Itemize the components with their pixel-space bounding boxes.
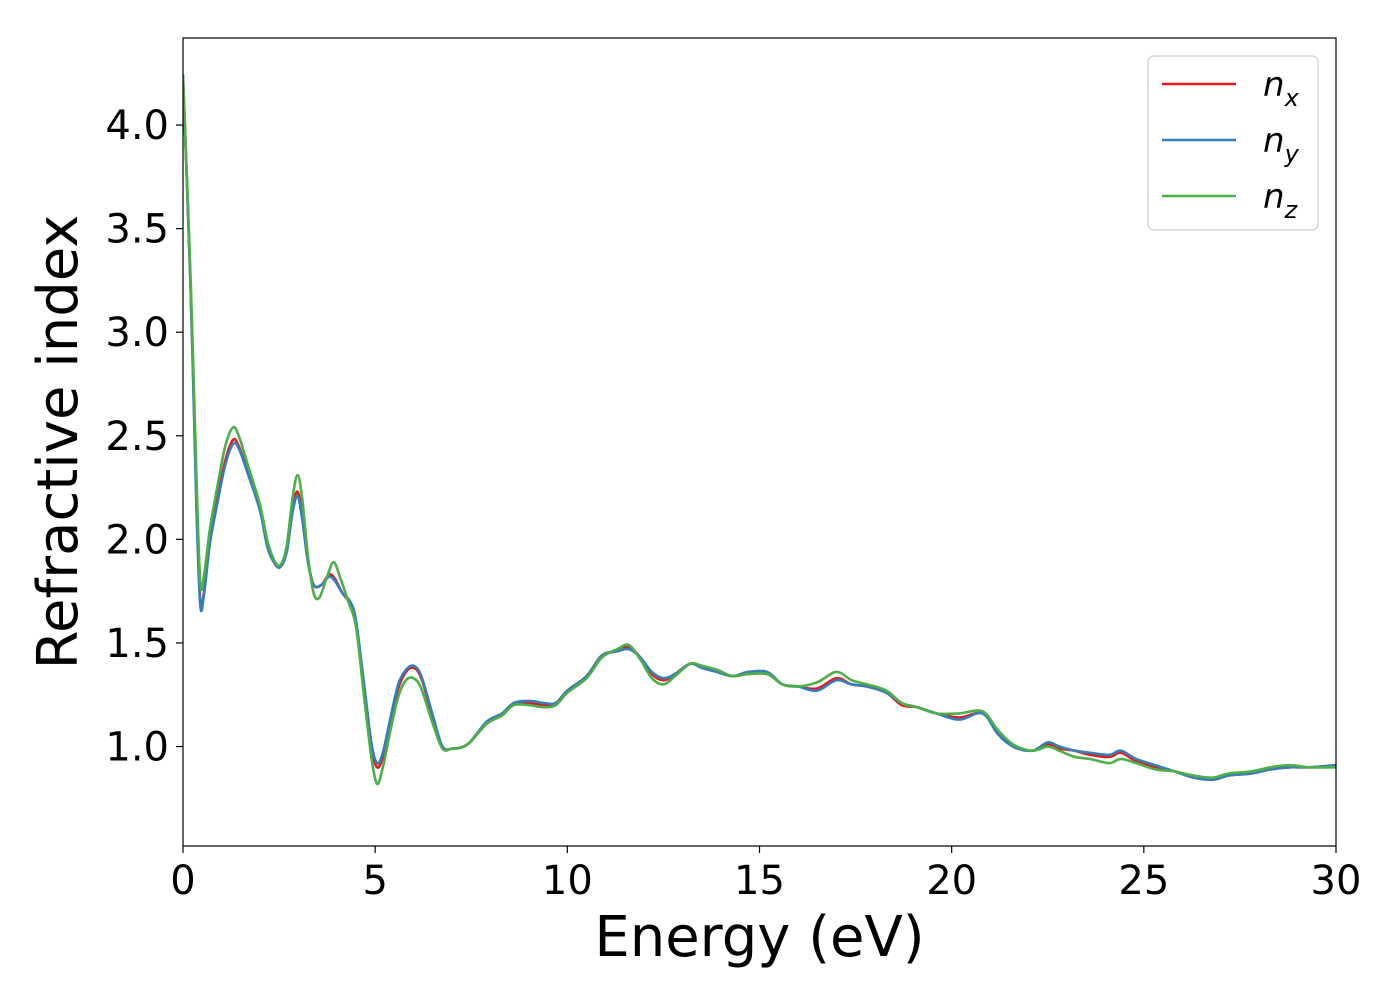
legend-label-base: n — [1263, 177, 1285, 217]
y-tick-label: 1.5 — [105, 621, 169, 667]
x-tick-label: 20 — [926, 858, 977, 904]
y-tick-label: 3.0 — [105, 310, 169, 356]
y-tick-label: 3.5 — [105, 207, 169, 253]
y-axis: 1.0 1.5 2.0 2.5 3.0 3.5 4.0 — [105, 103, 183, 771]
legend-label-subscript: z — [1284, 196, 1299, 224]
x-tick-label: 15 — [734, 858, 785, 904]
legend-label-base: n — [1263, 65, 1285, 105]
legend-label-base: n — [1263, 121, 1285, 161]
y-tick-label: 2.5 — [105, 414, 169, 460]
series-lines — [183, 73, 1336, 786]
x-tick-label: 30 — [1311, 858, 1362, 904]
y-tick-label: 1.0 — [105, 725, 169, 771]
x-tick-label: 25 — [1118, 858, 1169, 904]
legend-label-subscript: x — [1284, 84, 1300, 112]
y-tick-label: 2.0 — [105, 517, 169, 563]
series-line-ny — [183, 73, 1336, 782]
series-line-nz — [183, 73, 1336, 786]
legend-label-nz: nz — [1263, 177, 1299, 224]
x-tick-label: 0 — [170, 858, 195, 904]
y-axis-title: Refractive index — [26, 215, 91, 670]
y-tick-label: 4.0 — [105, 103, 169, 149]
x-axis: 0 5 10 15 20 25 30 — [170, 846, 1361, 904]
legend-box — [1147, 55, 1319, 231]
legend-label-ny: ny — [1263, 121, 1300, 168]
x-tick-label: 5 — [362, 858, 387, 904]
series-layer — [183, 73, 1336, 786]
x-tick-label: 10 — [542, 858, 593, 904]
legend-label-nx: nx — [1263, 65, 1300, 112]
x-axis-title: Energy (eV) — [594, 905, 924, 970]
legend-label-subscript: y — [1284, 140, 1300, 168]
